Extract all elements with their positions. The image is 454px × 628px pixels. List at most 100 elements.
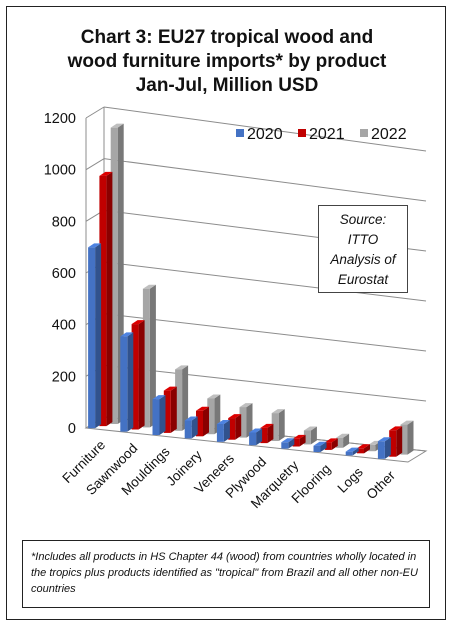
bar-top <box>239 403 253 408</box>
bar-side <box>352 447 359 456</box>
bar-side <box>235 414 242 440</box>
bar-side <box>407 420 414 455</box>
bar-2020-other <box>377 441 385 459</box>
y-tick-label: 800 <box>52 214 76 230</box>
chart-title-line-3: Jan-Jul, Million USD <box>135 75 319 96</box>
bar-top <box>131 320 145 325</box>
bar-top <box>292 434 306 439</box>
bar-top <box>377 437 391 442</box>
gridline <box>103 261 427 302</box>
legend-label: 2021 <box>309 126 345 143</box>
gridline-side <box>85 106 105 119</box>
legend-label: 2020 <box>247 126 283 143</box>
bar-top <box>142 284 156 289</box>
bar-top <box>99 171 113 176</box>
bar-2022-logs <box>368 444 376 452</box>
bar-2021-veneers <box>228 418 236 440</box>
bar-2022-joinery <box>207 398 215 435</box>
chart-plot: 020040060080010001200FurnitureSawnwoodMo… <box>44 106 428 511</box>
bar-side <box>203 406 209 437</box>
bar-2021-logs <box>357 448 364 454</box>
bar-top <box>324 438 338 443</box>
bar-top <box>400 420 414 425</box>
bar-top <box>196 406 209 411</box>
bar-top <box>228 414 242 419</box>
footnote: *Includes all products in HS Chapter 44 … <box>22 540 430 608</box>
bar-2022-veneers <box>239 407 247 438</box>
bar-2021-flooring <box>324 442 332 450</box>
y-tick-label: 0 <box>68 421 76 437</box>
bar-2020-veneers <box>216 423 224 442</box>
bar-side <box>149 284 156 428</box>
legend-label: 2022 <box>371 126 407 143</box>
gridline <box>103 106 427 152</box>
x-tick-label: Logs <box>335 464 366 495</box>
bar-2022-sawnwood <box>142 288 150 428</box>
chart-frame <box>6 6 446 620</box>
bar-2021-marquetry <box>292 438 300 447</box>
bar-side <box>396 426 403 457</box>
gridline <box>103 313 427 352</box>
bar-2021-joinery <box>196 410 203 437</box>
bar-2022-furniture <box>110 127 118 425</box>
bar-2021-plywood <box>260 427 268 444</box>
source-line: ITTO <box>347 232 379 247</box>
bar-top <box>175 365 189 370</box>
bar-side <box>267 423 274 444</box>
bar-side <box>256 428 263 446</box>
bar-side <box>182 365 189 431</box>
bar-top <box>389 426 403 431</box>
bar-2020-joinery <box>184 420 192 439</box>
bar-top <box>357 444 370 449</box>
bar-top <box>249 428 263 433</box>
source-box: Source: ITTO Analysis of Eurostat <box>318 205 408 293</box>
bar-2022-other <box>400 424 408 455</box>
bar-2020-marquetry <box>281 442 289 449</box>
bar-top <box>281 438 295 443</box>
chart-title-line-2: wood furniture imports* by product <box>67 51 387 72</box>
bar-2020-flooring <box>313 445 321 453</box>
y-tick-label: 400 <box>52 318 76 334</box>
legend-swatch-2022 <box>360 129 368 137</box>
bar-top <box>216 419 230 424</box>
y-tick-label: 200 <box>52 369 76 385</box>
bar-side <box>106 171 113 427</box>
bar-2020-mouldings <box>152 399 160 436</box>
bar-2020-plywood <box>249 432 257 446</box>
y-tick-label: 600 <box>52 266 76 282</box>
y-tick-label: 1200 <box>44 111 76 127</box>
bar-top <box>336 433 350 438</box>
bar-2021-sawnwood <box>131 324 139 430</box>
bar-top <box>303 426 317 431</box>
source-line: Eurostat <box>337 272 389 287</box>
bar-top <box>271 409 285 414</box>
chart-title-line-1: Chart 3: EU27 tropical wood and <box>80 27 374 48</box>
x-tick-label: Other <box>364 467 399 502</box>
bar-side <box>138 320 145 430</box>
bar-2020-furniture <box>88 247 96 429</box>
gridline <box>103 364 427 402</box>
bar-side <box>299 434 306 447</box>
bar-top <box>184 416 198 421</box>
bar-side <box>95 243 102 429</box>
bar-2021-furniture <box>99 175 107 427</box>
bar-2022-plywood <box>271 413 279 442</box>
bar-top <box>207 394 221 399</box>
bar-2021-mouldings <box>163 390 171 433</box>
bar-top <box>88 243 102 248</box>
bar-side <box>127 332 134 432</box>
bar-top <box>260 423 274 428</box>
y-tick-label: 1000 <box>44 163 76 179</box>
bar-top <box>313 441 327 446</box>
bar-side <box>278 409 285 442</box>
bar-2022-marquetry <box>303 430 311 445</box>
bar-side <box>191 416 198 439</box>
bar-side <box>384 437 391 459</box>
legend-swatch-2020 <box>236 129 244 137</box>
bar-side <box>170 386 177 433</box>
bar-2022-flooring <box>336 437 344 448</box>
bar-top <box>345 447 359 452</box>
gridline-side <box>85 158 105 171</box>
legend-swatch-2021 <box>298 129 306 137</box>
bar-top <box>163 386 177 391</box>
